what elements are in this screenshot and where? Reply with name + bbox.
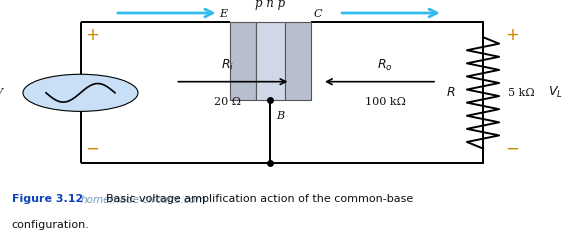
- Bar: [230, 22, 256, 100]
- Text: p n p: p n p: [255, 0, 285, 10]
- Text: 100 kΩ: 100 kΩ: [365, 97, 406, 107]
- Bar: [285, 22, 310, 100]
- Text: $V_L$: $V_L$: [548, 85, 563, 100]
- Text: B: B: [277, 111, 285, 121]
- Text: $V_i$ = 200  mV: $V_i$ = 200 mV: [0, 86, 6, 100]
- Text: −: −: [505, 139, 519, 158]
- Text: C: C: [313, 9, 322, 19]
- Text: $R_o$: $R_o$: [377, 57, 393, 73]
- Text: +: +: [505, 26, 519, 44]
- Text: $R_i$: $R_i$: [221, 57, 233, 73]
- Text: $R$: $R$: [446, 86, 455, 99]
- Bar: [256, 22, 285, 100]
- Text: Figure 3.12: Figure 3.12: [12, 194, 83, 204]
- Text: 20 Ω: 20 Ω: [214, 97, 240, 107]
- Text: −: −: [85, 139, 99, 158]
- Circle shape: [23, 74, 138, 111]
- Text: +: +: [85, 26, 99, 44]
- Text: configuration.: configuration.: [12, 220, 89, 230]
- Text: Basic voltage amplification action of the common-base: Basic voltage amplification action of th…: [106, 194, 413, 204]
- Text: E: E: [219, 9, 227, 19]
- Text: 5 kΩ: 5 kΩ: [508, 88, 534, 98]
- Text: homemade-circuits.com: homemade-circuits.com: [81, 195, 206, 205]
